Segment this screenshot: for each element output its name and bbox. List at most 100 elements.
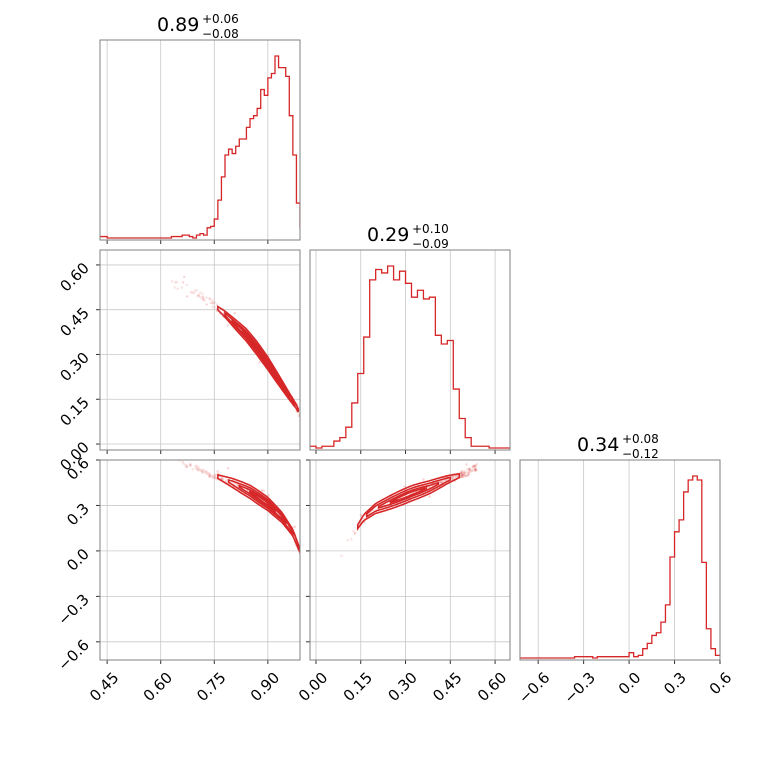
sample-point xyxy=(474,468,478,471)
sample-point xyxy=(464,474,468,478)
sample-point xyxy=(214,473,217,477)
outlier-point xyxy=(267,494,270,497)
contour-level-1 xyxy=(217,473,300,553)
panel-frame xyxy=(309,249,511,451)
contour-level-2 xyxy=(224,311,296,408)
outlier-point xyxy=(205,303,208,306)
sample-point xyxy=(459,473,463,477)
sample-point xyxy=(465,471,469,474)
x-tick-label: 0.00 xyxy=(295,669,331,705)
sample-point xyxy=(196,467,199,471)
sample-point xyxy=(204,470,208,473)
sample-point xyxy=(211,299,214,302)
x-tick-label: −0.6 xyxy=(515,669,553,707)
sample-point xyxy=(450,476,454,479)
x-tick-label: 0.3 xyxy=(660,669,690,699)
sample-point xyxy=(474,469,478,472)
sample-point xyxy=(211,305,214,309)
sample-point xyxy=(473,463,477,467)
sample-point xyxy=(205,470,208,474)
sample-point xyxy=(189,290,193,294)
sample-point xyxy=(467,467,471,471)
x-tick-label: 0.0 xyxy=(615,669,645,699)
sample-point xyxy=(460,471,464,475)
sample-point xyxy=(173,281,177,284)
sample-point xyxy=(460,469,464,473)
sample-point xyxy=(468,468,472,472)
panel-frame xyxy=(519,459,721,661)
outlier-point xyxy=(183,275,186,279)
sample-point xyxy=(180,286,184,289)
sample-point xyxy=(472,464,476,468)
contour-level-4 xyxy=(249,490,276,513)
density-contours xyxy=(217,473,300,553)
title-param-1-median: 0.89 xyxy=(157,14,199,36)
sample-point xyxy=(214,476,217,480)
sample-point xyxy=(475,468,478,472)
sample-point xyxy=(459,476,463,479)
sample-point xyxy=(340,554,343,558)
sample-point xyxy=(197,294,201,298)
x-tick-label: 0.15 xyxy=(340,669,376,705)
sample-point xyxy=(208,297,211,300)
sample-point xyxy=(196,468,200,472)
sample-point xyxy=(473,468,477,472)
sample-point xyxy=(474,469,477,473)
hist-panel-2 xyxy=(309,249,511,454)
sample-point xyxy=(213,475,217,479)
sample-point xyxy=(184,465,188,469)
density-contours xyxy=(356,472,461,531)
outlier-point xyxy=(428,495,431,498)
sample-point xyxy=(459,475,463,479)
y-tick-label: 0.30 xyxy=(56,349,92,385)
sample-points xyxy=(177,460,300,555)
contour-level-3 xyxy=(377,481,440,510)
panel-frame xyxy=(99,459,301,661)
y-tick-label: 0.60 xyxy=(56,259,92,295)
sample-point xyxy=(473,468,476,471)
sample-point xyxy=(195,464,198,468)
sample-point xyxy=(463,471,466,474)
sample-point xyxy=(221,477,224,481)
sample-point xyxy=(468,468,472,471)
sample-point xyxy=(471,469,475,473)
sample-point xyxy=(466,473,470,477)
sample-point xyxy=(201,295,205,298)
sample-point xyxy=(474,465,477,469)
sample-point xyxy=(204,472,208,475)
sample-point xyxy=(208,475,212,478)
sample-point xyxy=(197,466,200,469)
outlier-point xyxy=(403,485,406,488)
scatter-panel-2-3: 0.00 0.15 0.30 0.45 0.60 xyxy=(295,459,511,705)
panels: −0.6 −0.3 0.0 0.3 0.60.000.150.300.450.600.4… xyxy=(54,39,736,707)
x-tick-label: 0.6 xyxy=(706,669,736,699)
sample-point xyxy=(467,470,470,474)
sample-point xyxy=(185,464,188,468)
sample-point xyxy=(202,470,206,473)
sample-points xyxy=(170,275,300,418)
title-param-3-median: 0.34 xyxy=(577,434,619,456)
sample-point xyxy=(462,474,466,478)
title-param-1: 0.89 +0.06 −0.08 xyxy=(157,12,239,41)
sample-point xyxy=(202,468,205,471)
outlier-point xyxy=(226,467,230,470)
sample-point xyxy=(189,464,192,467)
y-tick-label: −0.3 xyxy=(54,590,92,628)
sample-point xyxy=(474,467,477,471)
y-tick-label: 0.3 xyxy=(63,500,93,530)
contour-level-4 xyxy=(389,486,428,504)
sample-point xyxy=(468,470,472,473)
sample-point xyxy=(195,289,199,292)
sample-point xyxy=(225,478,228,482)
sample-point xyxy=(189,462,192,465)
sample-point xyxy=(460,471,464,474)
sample-point xyxy=(440,480,443,484)
outlier-point xyxy=(226,324,229,327)
sample-point xyxy=(213,474,217,477)
sample-point xyxy=(209,301,213,305)
sample-point xyxy=(198,467,201,471)
sample-point xyxy=(201,470,204,473)
panel-frame xyxy=(99,39,301,241)
sample-point xyxy=(212,301,215,305)
sample-point xyxy=(194,467,198,470)
